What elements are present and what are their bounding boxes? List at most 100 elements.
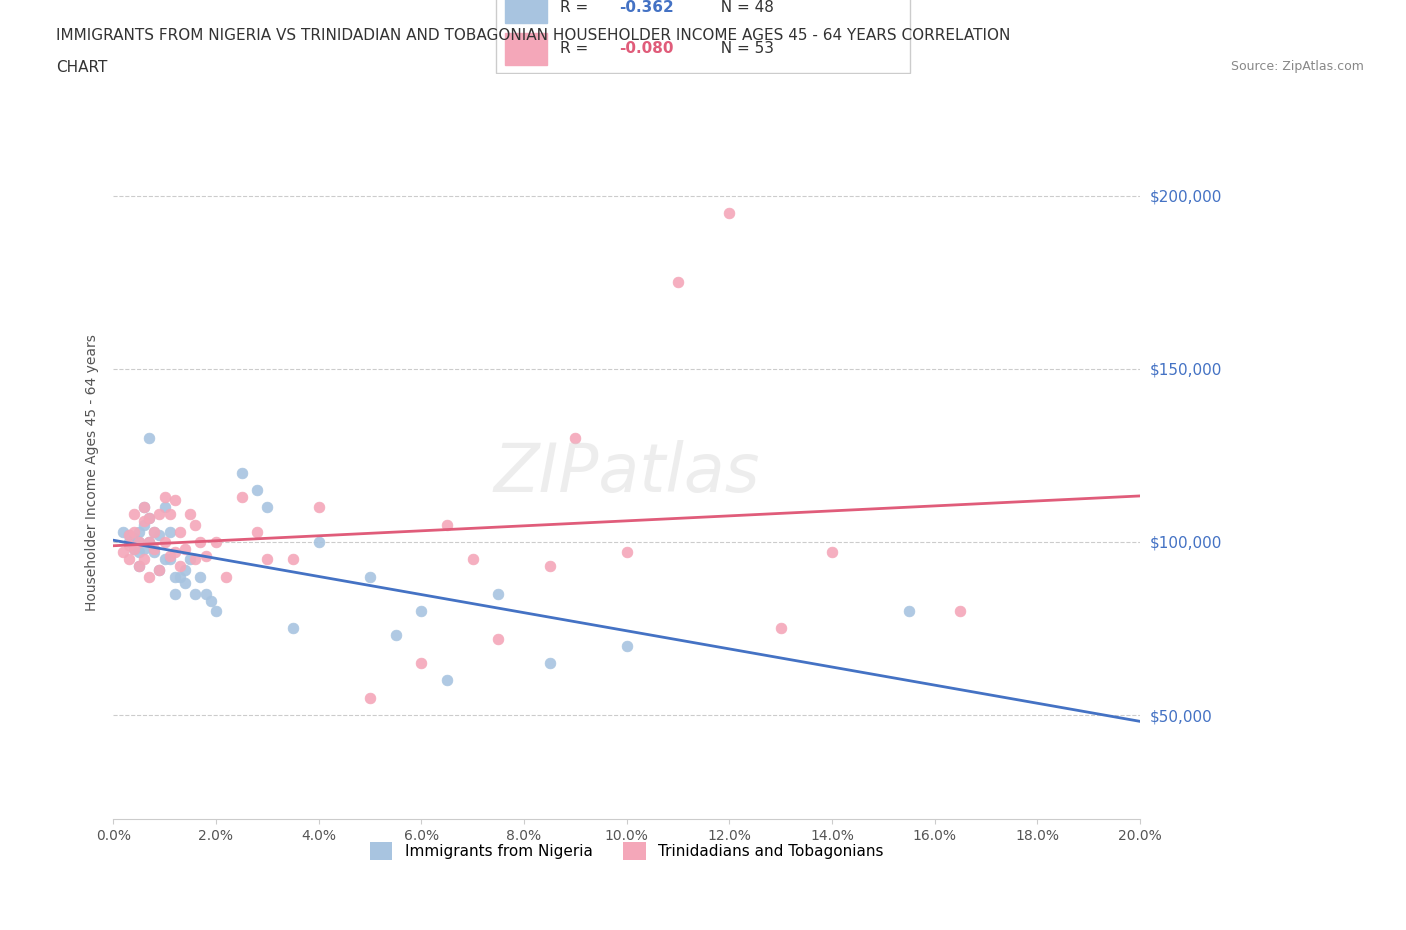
Point (769, 621, 792, 636)
Point (112, 545, 135, 560)
Point (132, 513, 155, 528)
Point (163, 569, 186, 584)
Text: R =: R = (560, 0, 593, 15)
Point (246, 525, 269, 539)
Point (112, 525, 135, 539)
Point (153, 500, 176, 515)
Bar (505, 0, 547, 23)
Point (616, 545, 638, 560)
Point (122, 525, 145, 539)
Point (436, 517, 458, 532)
Point (256, 500, 278, 515)
Point (159, 525, 181, 539)
Point (122, 541, 145, 556)
Point (128, 535, 150, 550)
Point (128, 559, 150, 574)
Point (174, 576, 197, 591)
Point (138, 431, 160, 445)
Text: Source: ZipAtlas.com: Source: ZipAtlas.com (1230, 60, 1364, 73)
Point (153, 551, 176, 566)
Text: IMMIGRANTS FROM NIGERIA VS TRINIDADIAN AND TOBAGONIAN HOUSEHOLDER INCOME AGES 45: IMMIGRANTS FROM NIGERIA VS TRINIDADIAN A… (56, 28, 1011, 43)
Point (486, 587, 509, 602)
Point (486, 631, 509, 646)
Text: N = 48: N = 48 (711, 0, 775, 15)
Point (384, 628, 406, 643)
Point (143, 525, 166, 539)
Point (616, 638, 638, 653)
Point (281, 551, 304, 566)
Y-axis label: Householder Income Ages 45 - 64 years: Householder Income Ages 45 - 64 years (86, 334, 100, 611)
Point (411, 656, 433, 671)
Point (256, 551, 278, 566)
Point (143, 541, 166, 556)
Point (153, 489, 176, 504)
Point (411, 604, 433, 618)
Point (246, 483, 269, 498)
Point (194, 549, 217, 564)
Point (122, 531, 145, 546)
Text: ZIPatlas: ZIPatlas (494, 440, 759, 506)
Point (436, 673, 458, 688)
Point (564, 431, 586, 445)
Point (117, 535, 139, 550)
Point (132, 517, 155, 532)
Point (122, 507, 145, 522)
Point (153, 535, 176, 550)
Point (163, 545, 186, 560)
Text: -0.362: -0.362 (619, 0, 673, 15)
Point (308, 535, 330, 550)
Point (128, 525, 150, 539)
Point (128, 535, 150, 550)
Point (666, 275, 689, 290)
Point (163, 493, 186, 508)
Point (205, 535, 228, 550)
Point (132, 500, 155, 515)
Point (190, 569, 212, 584)
Point (205, 604, 228, 618)
Point (538, 559, 561, 574)
Point (359, 569, 381, 584)
Point (215, 569, 238, 584)
Point (138, 569, 160, 584)
Point (138, 535, 160, 550)
Point (159, 551, 181, 566)
Point (190, 535, 212, 550)
Point (122, 538, 145, 552)
Point (821, 545, 844, 560)
Point (132, 541, 155, 556)
Point (179, 551, 201, 566)
Point (194, 587, 217, 602)
Point (128, 545, 150, 560)
Point (117, 538, 139, 552)
Point (117, 551, 139, 566)
Point (117, 527, 139, 542)
Point (461, 551, 484, 566)
Text: CHART: CHART (56, 60, 108, 75)
Point (538, 656, 561, 671)
Point (143, 545, 166, 560)
Point (132, 551, 155, 566)
Text: R =: R = (560, 41, 593, 56)
Point (184, 551, 207, 566)
Point (122, 541, 145, 556)
Point (231, 465, 253, 480)
Point (143, 525, 166, 539)
Point (169, 525, 191, 539)
Point (159, 507, 181, 522)
Bar (505, 33, 547, 65)
Point (148, 507, 170, 522)
Text: N = 53: N = 53 (711, 41, 775, 56)
Point (184, 517, 207, 532)
Point (281, 621, 304, 636)
Point (184, 587, 207, 602)
Point (148, 563, 170, 578)
Point (359, 690, 381, 705)
Point (174, 541, 197, 556)
Point (163, 587, 186, 602)
Point (169, 559, 191, 574)
Point (138, 535, 160, 550)
Point (159, 549, 181, 564)
Point (117, 527, 139, 542)
FancyBboxPatch shape (496, 0, 910, 73)
Point (169, 569, 191, 584)
